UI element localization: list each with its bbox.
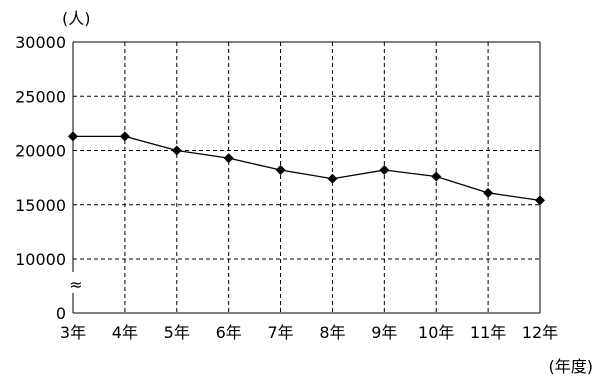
- x-tick-labels: 3年 4年 5年 6年 7年 8年 9年 10年 11年 12年: [60, 323, 558, 342]
- x-unit-label: (年度): [549, 357, 594, 376]
- y-tick-label: 25000: [15, 87, 66, 106]
- series-polyline: [73, 135, 541, 202]
- data-point-marker: [483, 187, 494, 198]
- y-tick-label: 20000: [15, 142, 66, 161]
- axes: [72, 41, 541, 314]
- x-tick-label: 5年: [164, 323, 190, 342]
- data-point-marker: [379, 165, 390, 176]
- y-unit-label: (人): [62, 9, 91, 28]
- data-point-marker: [431, 171, 442, 182]
- y-tick-label: 15000: [15, 196, 66, 215]
- data-point-marker: [327, 173, 338, 184]
- x-tick-label: 7年: [267, 323, 293, 342]
- x-tick-label: 6年: [216, 323, 242, 342]
- grid: [73, 42, 540, 313]
- data-point-marker: [535, 195, 545, 206]
- axis-break-symbol: ≈: [69, 275, 82, 294]
- series-line: [73, 135, 541, 202]
- x-tick-label: 8年: [319, 323, 345, 342]
- x-tick-label: 12年: [522, 323, 558, 342]
- x-tick-label: 9年: [371, 323, 397, 342]
- data-point-marker: [171, 145, 182, 156]
- x-tick-label: 10年: [418, 323, 454, 342]
- x-tick-label: 3年: [60, 323, 86, 342]
- data-point-marker: [223, 153, 234, 164]
- series-markers: [68, 131, 545, 206]
- y-tick-labels: 0 10000 15000 20000 25000 30000: [15, 33, 66, 323]
- data-point-marker: [119, 131, 130, 142]
- y-tick-label: 0: [56, 304, 66, 323]
- y-tick-label: 30000: [15, 33, 66, 52]
- x-tick-label: 11年: [470, 323, 506, 342]
- x-tick-label: 4年: [112, 323, 138, 342]
- y-tick-label: 10000: [15, 250, 66, 269]
- data-point-marker: [275, 165, 286, 176]
- data-point-marker: [68, 131, 78, 142]
